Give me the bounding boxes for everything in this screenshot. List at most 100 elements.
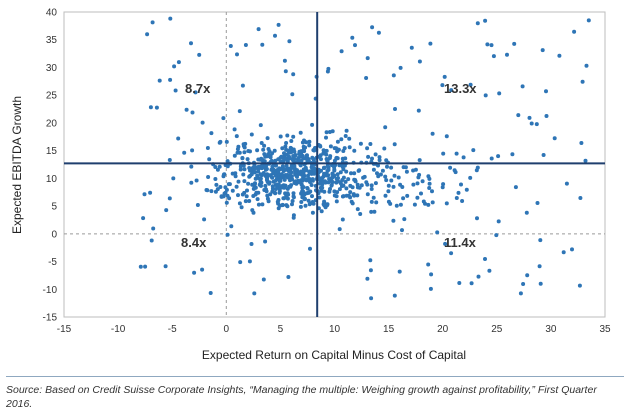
- data-point-198: [335, 172, 340, 177]
- data-point-736: [483, 18, 488, 23]
- data-point-471: [353, 178, 358, 182]
- data-point-897: [441, 182, 446, 187]
- data-point-498: [246, 181, 251, 186]
- data-point-847: [452, 168, 457, 173]
- x-tick-label-7: 20: [437, 324, 449, 335]
- data-point-643: [487, 268, 492, 273]
- data-point-475: [264, 189, 269, 194]
- data-point-595: [282, 157, 286, 162]
- data-point-463: [258, 176, 263, 181]
- data-point-898: [411, 182, 416, 187]
- data-point-796: [513, 185, 518, 190]
- data-point-696: [265, 172, 270, 177]
- data-point-33: [194, 178, 199, 183]
- data-point-868: [456, 190, 461, 195]
- data-point-106: [384, 178, 389, 183]
- data-point-781: [454, 151, 459, 156]
- data-point-672: [255, 197, 260, 202]
- data-point-777: [192, 270, 197, 275]
- data-point-619: [184, 107, 189, 112]
- data-point-545: [289, 165, 294, 170]
- data-point-879: [372, 209, 377, 214]
- data-point-749: [368, 268, 373, 273]
- data-point-886: [357, 168, 362, 173]
- data-point-117: [344, 128, 349, 133]
- data-point-714: [263, 239, 268, 244]
- data-point-841: [426, 202, 431, 207]
- data-point-310: [265, 176, 269, 181]
- data-point-257: [355, 207, 360, 212]
- data-point-728: [538, 281, 543, 286]
- data-point-659: [430, 131, 435, 136]
- data-point-629: [252, 291, 257, 296]
- x-tick-label-1: -10: [111, 324, 126, 335]
- data-point-573: [278, 178, 283, 183]
- data-point-342: [298, 163, 303, 168]
- data-point-347: [249, 172, 254, 177]
- data-point-577: [292, 164, 297, 169]
- data-point-805: [404, 169, 409, 174]
- data-point-839: [392, 173, 397, 178]
- data-point-789: [176, 60, 181, 65]
- data-point-590: [310, 177, 315, 182]
- data-point-888: [402, 217, 407, 222]
- data-point-197: [365, 146, 370, 151]
- data-point-339: [291, 194, 296, 199]
- quadrant-label-top-right: 13.3x: [444, 81, 477, 96]
- data-point-440: [301, 144, 306, 149]
- data-point-589: [340, 164, 345, 169]
- data-point-576: [362, 174, 367, 179]
- data-point-525: [271, 169, 276, 174]
- data-point-233: [266, 152, 271, 157]
- data-point-400: [289, 139, 294, 143]
- data-point-761: [383, 125, 388, 130]
- data-point-705: [353, 43, 357, 48]
- data-point-309: [225, 164, 230, 169]
- data-point-635: [251, 186, 256, 191]
- data-point-442: [263, 183, 268, 188]
- data-point-328: [328, 187, 332, 191]
- data-point-618: [538, 238, 543, 243]
- data-point-364: [218, 185, 223, 189]
- data-point-627: [475, 216, 479, 221]
- data-point-552: [251, 194, 256, 198]
- data-point-87: [236, 179, 241, 184]
- data-point-821: [394, 203, 399, 208]
- scatter-chart: 40 35 30 25 20 15 10 5 0 -5 -10 -15 -15 -10 -5 0 5 10 15 2…: [10, 8, 611, 363]
- data-point-871: [365, 182, 370, 187]
- data-point-418: [332, 146, 337, 151]
- data-point-128: [243, 199, 248, 204]
- data-point-313: [240, 156, 245, 161]
- data-point-700: [541, 153, 546, 157]
- data-point-860: [265, 180, 270, 184]
- data-point-86: [344, 169, 349, 174]
- data-point-624: [544, 89, 548, 94]
- data-point-365: [275, 199, 280, 204]
- data-point-570: [323, 179, 327, 184]
- data-point-877: [337, 187, 342, 192]
- data-point-697: [164, 208, 169, 213]
- data-point-890: [317, 181, 322, 186]
- data-point-855: [291, 191, 296, 196]
- data-point-454: [298, 130, 303, 135]
- x-tick-label-5: 10: [329, 324, 341, 335]
- data-point-323: [339, 137, 344, 142]
- data-point-597: [273, 178, 278, 183]
- data-point-628: [374, 200, 379, 205]
- data-point-853: [417, 172, 422, 177]
- data-point-430: [278, 134, 283, 139]
- data-point-594: [301, 156, 306, 161]
- data-point-858: [321, 202, 326, 207]
- data-point-843: [489, 156, 494, 161]
- data-point-854: [440, 185, 445, 190]
- data-point-613: [237, 109, 242, 114]
- data-point-636: [449, 88, 454, 93]
- data-point-673: [291, 213, 296, 218]
- data-point-555: [305, 186, 310, 191]
- data-point-681: [570, 247, 574, 252]
- data-point-426: [241, 163, 246, 168]
- data-point-565: [270, 151, 275, 156]
- data-point-397: [253, 181, 257, 186]
- data-point-138: [189, 180, 194, 185]
- y-tick-label-1: 35: [46, 35, 58, 46]
